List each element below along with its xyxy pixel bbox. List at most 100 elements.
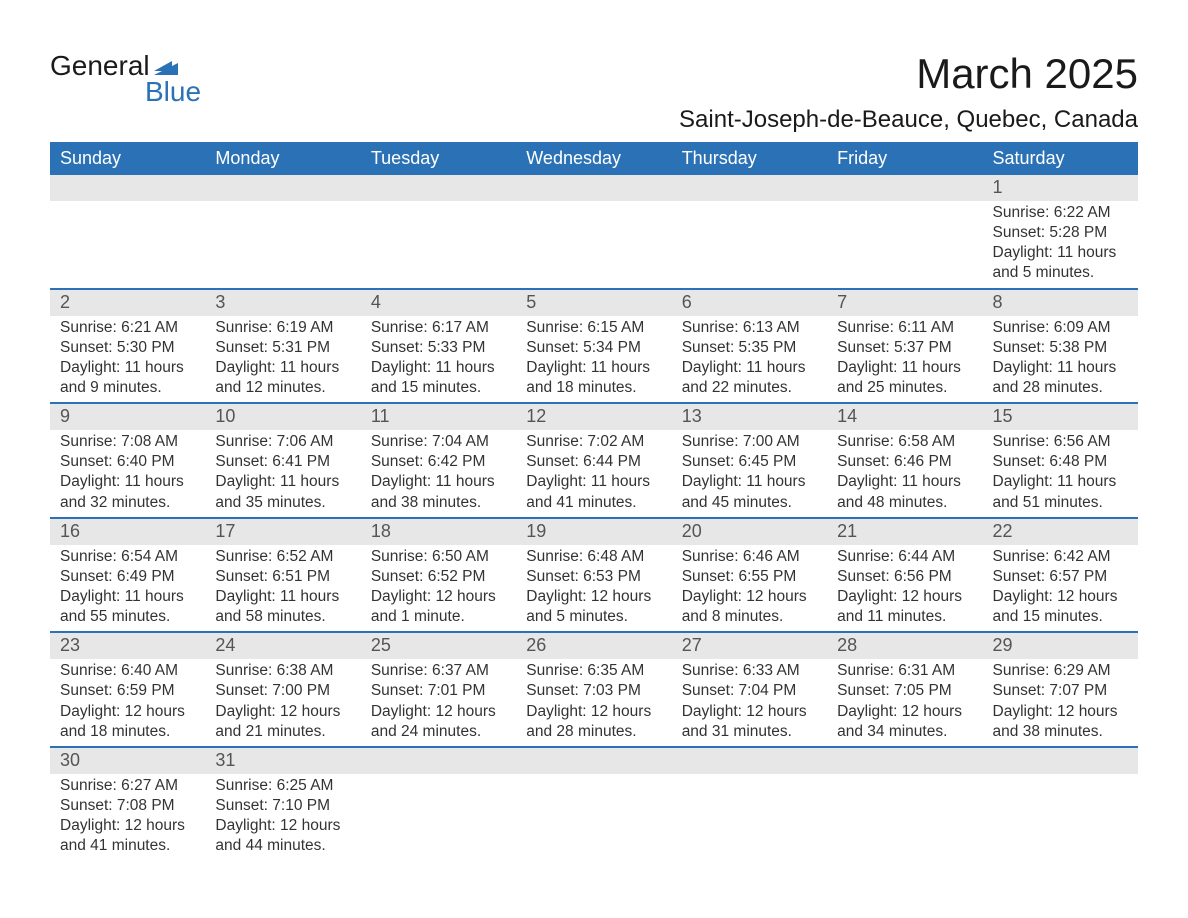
day-details: Sunrise: 6:09 AMSunset: 5:38 PMDaylight:… <box>983 316 1138 403</box>
calendar-day-cell <box>361 175 516 289</box>
sunset-text: Sunset: 5:28 PM <box>993 223 1128 243</box>
sunset-text: Sunset: 5:31 PM <box>215 338 350 358</box>
calendar-day-cell <box>361 747 516 861</box>
weekday-header: Sunday <box>50 142 205 175</box>
sunset-text: Sunset: 5:35 PM <box>682 338 817 358</box>
weekday-header: Saturday <box>983 142 1138 175</box>
calendar-day-cell <box>205 175 360 289</box>
daylight-text: Daylight: 11 hours and 35 minutes. <box>215 472 350 512</box>
daylight-text: Daylight: 11 hours and 9 minutes. <box>60 358 195 398</box>
day-details: Sunrise: 6:37 AMSunset: 7:01 PMDaylight:… <box>361 659 516 746</box>
day-details: Sunrise: 7:00 AMSunset: 6:45 PMDaylight:… <box>672 430 827 517</box>
day-details: Sunrise: 6:52 AMSunset: 6:51 PMDaylight:… <box>205 545 360 632</box>
day-details: Sunrise: 6:17 AMSunset: 5:33 PMDaylight:… <box>361 316 516 403</box>
day-number <box>205 175 360 201</box>
day-number <box>983 748 1138 774</box>
day-number: 30 <box>50 748 205 774</box>
weekday-header: Monday <box>205 142 360 175</box>
day-number: 4 <box>361 290 516 316</box>
calendar-table: Sunday Monday Tuesday Wednesday Thursday… <box>50 142 1138 860</box>
daylight-text: Daylight: 11 hours and 51 minutes. <box>993 472 1128 512</box>
daylight-text: Daylight: 11 hours and 55 minutes. <box>60 587 195 627</box>
sunset-text: Sunset: 5:37 PM <box>837 338 972 358</box>
calendar-day-cell <box>516 747 671 861</box>
sunrise-text: Sunrise: 6:58 AM <box>837 432 972 452</box>
sunrise-text: Sunrise: 6:40 AM <box>60 661 195 681</box>
day-details: Sunrise: 6:22 AMSunset: 5:28 PMDaylight:… <box>983 201 1138 288</box>
day-number: 31 <box>205 748 360 774</box>
calendar-week-row: 30Sunrise: 6:27 AMSunset: 7:08 PMDayligh… <box>50 747 1138 861</box>
day-details: Sunrise: 6:13 AMSunset: 5:35 PMDaylight:… <box>672 316 827 403</box>
title-block: March 2025 Saint-Joseph-de-Beauce, Quebe… <box>679 50 1138 134</box>
sunset-text: Sunset: 6:56 PM <box>837 567 972 587</box>
calendar-day-cell: 19Sunrise: 6:48 AMSunset: 6:53 PMDayligh… <box>516 518 671 633</box>
day-details: Sunrise: 6:44 AMSunset: 6:56 PMDaylight:… <box>827 545 982 632</box>
daylight-text: Daylight: 12 hours and 34 minutes. <box>837 702 972 742</box>
day-number <box>361 175 516 201</box>
daylight-text: Daylight: 11 hours and 22 minutes. <box>682 358 817 398</box>
sunrise-text: Sunrise: 6:27 AM <box>60 776 195 796</box>
daylight-text: Daylight: 11 hours and 38 minutes. <box>371 472 506 512</box>
daylight-text: Daylight: 12 hours and 11 minutes. <box>837 587 972 627</box>
sunset-text: Sunset: 7:05 PM <box>837 681 972 701</box>
sunrise-text: Sunrise: 7:08 AM <box>60 432 195 452</box>
calendar-day-cell: 17Sunrise: 6:52 AMSunset: 6:51 PMDayligh… <box>205 518 360 633</box>
day-number: 10 <box>205 404 360 430</box>
day-number <box>672 175 827 201</box>
day-number: 1 <box>983 175 1138 201</box>
day-number: 20 <box>672 519 827 545</box>
weekday-header: Thursday <box>672 142 827 175</box>
sunrise-text: Sunrise: 6:13 AM <box>682 318 817 338</box>
daylight-text: Daylight: 11 hours and 18 minutes. <box>526 358 661 398</box>
day-number: 15 <box>983 404 1138 430</box>
sunrise-text: Sunrise: 6:37 AM <box>371 661 506 681</box>
calendar-day-cell <box>672 747 827 861</box>
sunrise-text: Sunrise: 6:50 AM <box>371 547 506 567</box>
day-number: 11 <box>361 404 516 430</box>
sunrise-text: Sunrise: 6:22 AM <box>993 203 1128 223</box>
daylight-text: Daylight: 12 hours and 8 minutes. <box>682 587 817 627</box>
sunrise-text: Sunrise: 6:09 AM <box>993 318 1128 338</box>
day-details: Sunrise: 7:02 AMSunset: 6:44 PMDaylight:… <box>516 430 671 517</box>
sunrise-text: Sunrise: 6:46 AM <box>682 547 817 567</box>
sunset-text: Sunset: 6:53 PM <box>526 567 661 587</box>
day-number: 26 <box>516 633 671 659</box>
calendar-week-row: 9Sunrise: 7:08 AMSunset: 6:40 PMDaylight… <box>50 403 1138 518</box>
daylight-text: Daylight: 12 hours and 31 minutes. <box>682 702 817 742</box>
day-number <box>50 175 205 201</box>
calendar-week-row: 2Sunrise: 6:21 AMSunset: 5:30 PMDaylight… <box>50 289 1138 404</box>
calendar-day-cell: 23Sunrise: 6:40 AMSunset: 6:59 PMDayligh… <box>50 632 205 747</box>
calendar-day-cell: 13Sunrise: 7:00 AMSunset: 6:45 PMDayligh… <box>672 403 827 518</box>
sunset-text: Sunset: 5:30 PM <box>60 338 195 358</box>
calendar-day-cell: 28Sunrise: 6:31 AMSunset: 7:05 PMDayligh… <box>827 632 982 747</box>
calendar-day-cell <box>827 747 982 861</box>
calendar-day-cell <box>827 175 982 289</box>
weekday-header: Tuesday <box>361 142 516 175</box>
daylight-text: Daylight: 12 hours and 18 minutes. <box>60 702 195 742</box>
logo-main-text: General <box>50 50 150 82</box>
day-number: 24 <box>205 633 360 659</box>
day-details: Sunrise: 7:04 AMSunset: 6:42 PMDaylight:… <box>361 430 516 517</box>
sunset-text: Sunset: 6:48 PM <box>993 452 1128 472</box>
daylight-text: Daylight: 12 hours and 24 minutes. <box>371 702 506 742</box>
calendar-day-cell: 9Sunrise: 7:08 AMSunset: 6:40 PMDaylight… <box>50 403 205 518</box>
daylight-text: Daylight: 12 hours and 38 minutes. <box>993 702 1128 742</box>
day-details: Sunrise: 6:33 AMSunset: 7:04 PMDaylight:… <box>672 659 827 746</box>
sunrise-text: Sunrise: 6:52 AM <box>215 547 350 567</box>
sunset-text: Sunset: 7:10 PM <box>215 796 350 816</box>
sunset-text: Sunset: 6:55 PM <box>682 567 817 587</box>
day-number: 22 <box>983 519 1138 545</box>
sunset-text: Sunset: 6:57 PM <box>993 567 1128 587</box>
sunset-text: Sunset: 7:03 PM <box>526 681 661 701</box>
calendar-day-cell: 24Sunrise: 6:38 AMSunset: 7:00 PMDayligh… <box>205 632 360 747</box>
day-number <box>827 748 982 774</box>
calendar-day-cell: 14Sunrise: 6:58 AMSunset: 6:46 PMDayligh… <box>827 403 982 518</box>
day-number: 7 <box>827 290 982 316</box>
sunrise-text: Sunrise: 6:48 AM <box>526 547 661 567</box>
calendar-day-cell: 1Sunrise: 6:22 AMSunset: 5:28 PMDaylight… <box>983 175 1138 289</box>
sunset-text: Sunset: 6:49 PM <box>60 567 195 587</box>
sunset-text: Sunset: 7:04 PM <box>682 681 817 701</box>
day-details: Sunrise: 6:27 AMSunset: 7:08 PMDaylight:… <box>50 774 205 861</box>
day-details: Sunrise: 6:19 AMSunset: 5:31 PMDaylight:… <box>205 316 360 403</box>
day-details: Sunrise: 6:40 AMSunset: 6:59 PMDaylight:… <box>50 659 205 746</box>
